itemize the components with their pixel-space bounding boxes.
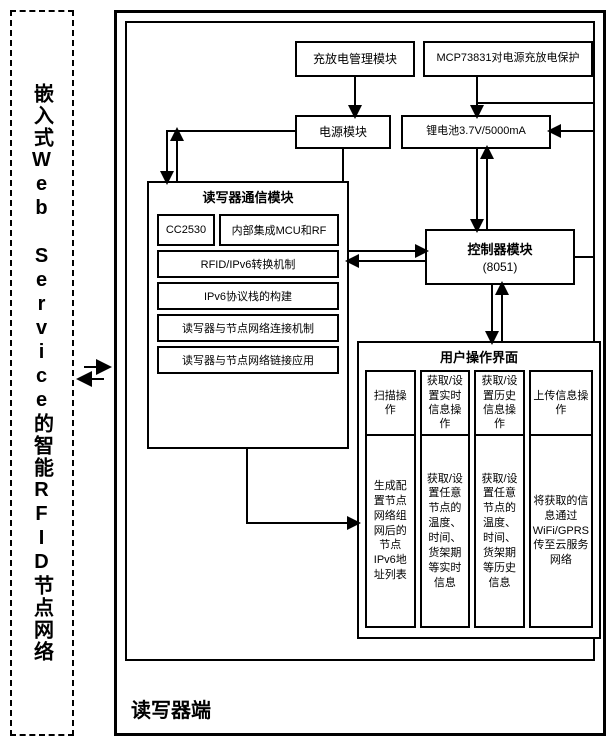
cc2530-box: CC2530: [157, 214, 215, 246]
bidir-connector: [82, 10, 106, 736]
controller-subtitle: (8051): [427, 258, 573, 274]
ui-col-upload: 上传信息操作 将获取的信息通过WiFi/GPRS传至云服务网络: [529, 370, 593, 628]
ui-col-realtime: 获取/设置实时信息操作 获取/设置任意节点的温度、时间、货架期等实时信息: [420, 370, 471, 628]
left-panel-title: 嵌入式Web Service的智能RFID节点网络: [28, 83, 57, 663]
reader-comm-module: 读写器通信模块 CC2530 内部集成MCU和RF RFID/IPv6转换机制 …: [147, 181, 349, 449]
ui-col-history: 获取/设置历史信息操作 获取/设置任意节点的温度、时间、货架期等历史信息: [474, 370, 525, 628]
ui-col-scan: 扫描操作 生成配置节点网络组网后的节点IPv6地址列表: [365, 370, 416, 628]
ui-col-history-bot: 获取/设置任意节点的温度、时间、货架期等历史信息: [476, 436, 523, 626]
internal-mcu-rf-box: 内部集成MCU和RF: [219, 214, 339, 246]
ui-module-title: 用户操作界面: [359, 343, 599, 370]
ui-col-realtime-top: 获取/设置实时信息操作: [422, 372, 469, 436]
ui-col-history-top: 获取/设置历史信息操作: [476, 372, 523, 436]
reader-inner-panel: 充放电管理模块 MCP73831对电源充放电保护 电源模块 锂电池3.7V/50…: [125, 21, 595, 661]
reader-outer-panel: 充放电管理模块 MCP73831对电源充放电保护 电源模块 锂电池3.7V/50…: [114, 10, 606, 736]
controller-title: 控制器模块: [427, 231, 573, 258]
comm-row-0: RFID/IPv6转换机制: [157, 250, 339, 278]
ui-col-realtime-bot: 获取/设置任意节点的温度、时间、货架期等实时信息: [422, 436, 469, 626]
reader-side-label: 读写器端: [131, 694, 211, 723]
left-network-panel: 嵌入式Web Service的智能RFID节点网络: [10, 10, 74, 736]
battery-module: 锂电池3.7V/5000mA: [401, 115, 551, 149]
user-interface-module: 用户操作界面 扫描操作 生成配置节点网络组网后的节点IPv6地址列表 获取/设置…: [357, 341, 601, 639]
comm-row-1: IPv6协议栈的构建: [157, 282, 339, 310]
power-module: 电源模块: [295, 115, 391, 149]
controller-module: 控制器模块 (8051): [425, 229, 575, 285]
ui-col-scan-bot: 生成配置节点网络组网后的节点IPv6地址列表: [367, 436, 414, 626]
ui-col-upload-bot: 将获取的信息通过WiFi/GPRS传至云服务网络: [531, 436, 591, 626]
mcp-protection-module: MCP73831对电源充放电保护: [423, 41, 593, 77]
comm-module-title: 读写器通信模块: [149, 183, 347, 210]
comm-row-3: 读写器与节点网络链接应用: [157, 346, 339, 374]
comm-row-2: 读写器与节点网络连接机制: [157, 314, 339, 342]
ui-col-upload-top: 上传信息操作: [531, 372, 591, 436]
ui-col-scan-top: 扫描操作: [367, 372, 414, 436]
charge-management-module: 充放电管理模块: [295, 41, 415, 77]
